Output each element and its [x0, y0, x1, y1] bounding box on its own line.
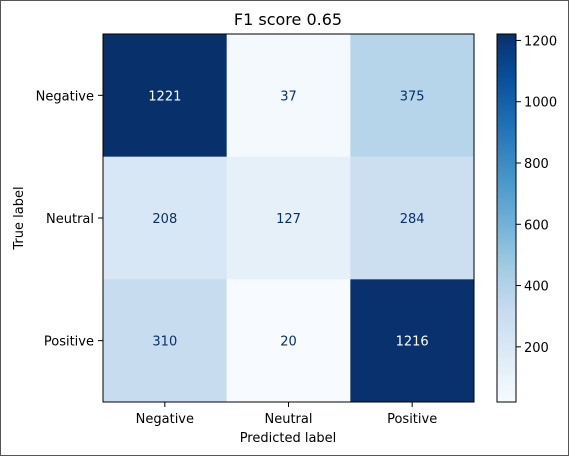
colorbar-ticks: 200 400 600 800 1000 1200: [516, 34, 557, 356]
x-tick-label-0: Negative: [136, 412, 194, 427]
y-tick-label-0: Negative: [36, 89, 94, 104]
cell-value-r2-c1: 20: [280, 335, 297, 350]
cell-value-r0-c0: 1221: [148, 89, 181, 104]
colorbar-tick-label-3: 800: [524, 157, 549, 172]
heatmap-cell-labels: 1221 37 375 208 127 284 310 20 1216: [148, 89, 428, 349]
heatmap-cell-r1-c2: [350, 156, 475, 280]
x-axis-ticks: Negative Neutral Positive: [136, 402, 437, 427]
heatmap-cell-r2-c1: [226, 279, 351, 403]
cell-value-r1-c1: 127: [276, 212, 301, 227]
cell-value-r2-c2: 1216: [396, 335, 429, 350]
x-tick-label-1: Neutral: [265, 412, 313, 427]
cell-value-r1-c0: 208: [152, 212, 177, 227]
y-tick-label-2: Positive: [44, 335, 94, 350]
chart-title: F1 score 0.65: [234, 10, 342, 29]
heatmap-cell-r2-c0: [103, 279, 228, 403]
cell-value-r0-c1: 37: [280, 89, 297, 104]
heatmap-cell-r1-c0: [103, 156, 228, 280]
cell-value-r1-c2: 284: [400, 212, 425, 227]
y-axis-label: True label: [12, 186, 27, 250]
heatmap-cell-r0-c1: [226, 34, 351, 158]
colorbar-tick-label-0: 200: [524, 341, 549, 356]
heatmap-cell-r0-c2: [350, 34, 475, 158]
colorbar-tick-label-5: 1200: [524, 34, 557, 49]
colorbar-tick-label-2: 600: [524, 218, 549, 233]
colorbar-tick-label-4: 1000: [524, 96, 557, 111]
cell-value-r2-c0: 310: [152, 335, 177, 350]
heatmap-cell-r2-c2: [350, 279, 475, 403]
y-axis-ticks: Negative Neutral Positive: [36, 89, 103, 350]
colorbar-tick-label-1: 400: [524, 280, 549, 295]
x-tick-label-2: Positive: [387, 412, 437, 427]
heatmap-cell-r1-c1: [226, 156, 351, 280]
heatmap-cells: [103, 34, 475, 403]
heatmap-cell-r0-c0: [103, 34, 228, 158]
y-tick-label-1: Neutral: [46, 212, 94, 227]
cell-value-r0-c2: 375: [400, 89, 425, 104]
colorbar: [496, 33, 517, 403]
x-axis-label: Predicted label: [240, 431, 337, 446]
